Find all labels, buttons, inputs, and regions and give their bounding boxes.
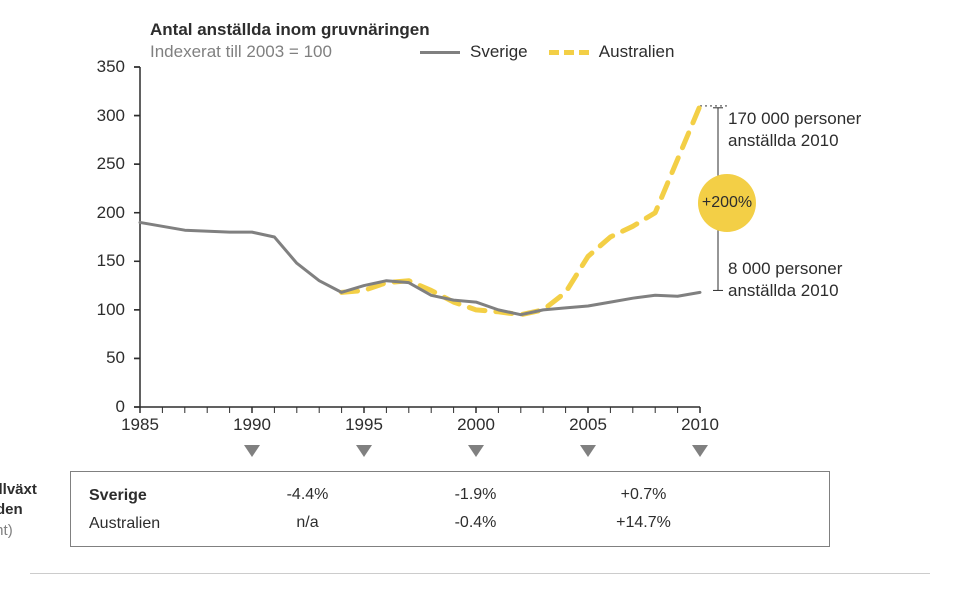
legend-label: Australien xyxy=(599,42,675,62)
x-tick-label: 2000 xyxy=(457,415,495,435)
footer-divider xyxy=(30,573,930,574)
table-row: Sverige xyxy=(89,482,811,510)
plot-svg xyxy=(140,67,700,407)
period-marker-icon xyxy=(468,445,484,457)
x-tick-label: 1985 xyxy=(121,415,159,435)
x-tick-label: 1990 xyxy=(233,415,271,435)
annotation-australia-line2: anställda 2010 xyxy=(728,131,839,150)
y-tick-label: 200 xyxy=(97,203,125,223)
x-tick-label: 2005 xyxy=(569,415,607,435)
table-row-label: Sverige xyxy=(89,487,209,505)
chart-title: Antal anställda inom gruvnäringen xyxy=(150,20,920,40)
annotation-australia-line1: 170 000 personer xyxy=(728,109,861,128)
period-marker-icon xyxy=(356,445,372,457)
table-cell: -0.4% xyxy=(455,514,497,532)
y-tick-label: 100 xyxy=(97,300,125,320)
page: Antal anställda inom gruvnäringen Indexe… xyxy=(0,0,960,592)
y-tick-label: 250 xyxy=(97,154,125,174)
growth-badge-text: +200% xyxy=(702,194,752,212)
annotation-australia: 170 000 personer anställda 2010 xyxy=(728,108,861,152)
table-heading-line1: Årlig tillväxt xyxy=(0,481,37,498)
legend-swatch xyxy=(549,50,589,55)
x-tick-label: 2010 xyxy=(681,415,719,435)
legend-item: Australien xyxy=(549,42,675,62)
table-cell: -4.4% xyxy=(287,486,329,504)
legend-swatch xyxy=(420,51,460,54)
table-heading-line2: i perioden xyxy=(0,501,23,518)
table-heading: Årlig tillväxt i perioden (Procent) xyxy=(0,480,61,541)
y-axis-labels: 050100150200250300350 xyxy=(40,67,135,407)
chart: SverigeAustralien 050100150200250300350 … xyxy=(40,67,920,457)
x-tick-label: 1995 xyxy=(345,415,383,435)
annotation-sweden-line1: 8 000 personer xyxy=(728,259,842,278)
table-cell: +0.7% xyxy=(621,486,667,504)
table-heading-line3: (Procent) xyxy=(0,522,13,539)
table-row-label: Australien xyxy=(89,515,209,533)
table-cell: -1.9% xyxy=(455,486,497,504)
table-cell: +14.7% xyxy=(616,514,671,532)
growth-table: Årlig tillväxt i perioden (Procent) Sver… xyxy=(70,471,830,547)
table-cell: n/a xyxy=(296,514,318,532)
period-marker-icon xyxy=(580,445,596,457)
y-tick-label: 150 xyxy=(97,251,125,271)
plot-area xyxy=(140,67,700,407)
growth-badge: +200% xyxy=(698,174,756,232)
legend-item: Sverige xyxy=(420,42,528,62)
y-tick-label: 350 xyxy=(97,57,125,77)
y-tick-label: 300 xyxy=(97,106,125,126)
y-tick-label: 0 xyxy=(116,397,125,417)
y-tick-label: 50 xyxy=(106,348,125,368)
period-markers xyxy=(140,445,700,461)
period-marker-icon xyxy=(244,445,260,457)
table-row: Australien xyxy=(89,510,811,538)
x-axis-labels: 198519901995200020052010 xyxy=(140,415,700,437)
annotations: 170 000 personer anställda 2010 +200% 8 … xyxy=(710,67,920,407)
legend-label: Sverige xyxy=(470,42,528,62)
legend: Sverige Australien xyxy=(140,42,700,66)
annotation-sweden: 8 000 personer anställda 2010 xyxy=(728,258,842,302)
period-marker-icon xyxy=(692,445,708,457)
annotation-sweden-line2: anställda 2010 xyxy=(728,281,839,300)
